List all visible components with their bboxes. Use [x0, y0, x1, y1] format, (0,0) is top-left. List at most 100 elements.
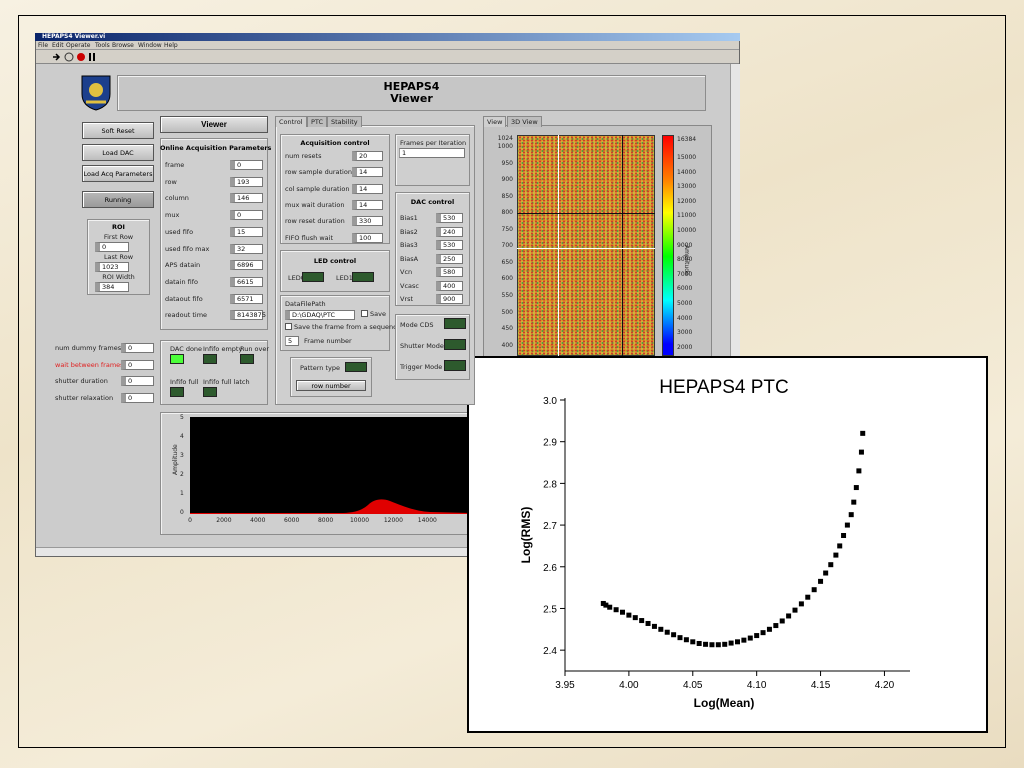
frame-number[interactable]: 5 — [285, 336, 299, 346]
dac-value[interactable]: 400 — [436, 280, 463, 291]
led-label: Infifo full — [170, 378, 199, 386]
mode-switch[interactable] — [444, 360, 466, 371]
image-y-tick: 600 — [501, 275, 513, 283]
viewer-select[interactable]: Viewer — [160, 116, 268, 133]
data-point — [798, 601, 804, 607]
image-y-tick: 950 — [501, 159, 513, 167]
waveform-x-tick: 10000 — [349, 517, 370, 524]
button[interactable]: Running — [82, 191, 154, 208]
data-point — [600, 600, 606, 606]
data-point — [823, 570, 829, 576]
colorbar-tick: 6000 — [677, 285, 693, 293]
roi-value[interactable]: 1023 — [95, 262, 129, 272]
dac-label: Bias2 — [400, 227, 418, 236]
timing-label: wait between frames — [55, 360, 124, 369]
waveform-y-tick: 5 — [180, 414, 184, 421]
led-label: Run over — [240, 345, 270, 353]
menu-item[interactable]: Edit — [52, 42, 64, 49]
file-path[interactable]: D:\GDAQ\PTC — [285, 310, 355, 320]
toolbar — [36, 50, 739, 64]
image-y-tick: 900 — [501, 176, 513, 184]
chart: HEPAPS4 PTC Log(Mean) Log(RMS) 2.4 2.5 2.6… — [519, 377, 910, 710]
mode-switch[interactable] — [444, 318, 466, 329]
menu-item[interactable]: Window — [138, 42, 162, 49]
led-label: Infifo full latch — [203, 378, 250, 386]
dac-value[interactable]: 250 — [436, 253, 463, 264]
acq-value[interactable]: 14 — [352, 167, 383, 178]
acq-value[interactable]: 100 — [352, 232, 383, 243]
button[interactable]: Load Acq Parameters — [82, 165, 154, 182]
tab[interactable]: PTC — [307, 116, 328, 127]
chart-title: HEPAPS4 PTC — [659, 377, 789, 398]
horizontal-scrollbar[interactable] — [36, 547, 730, 556]
colorbar-tick: 5000 — [677, 300, 693, 307]
acq-title: Acquisition control — [300, 139, 370, 147]
led — [302, 272, 324, 282]
menu-item[interactable]: Browse — [112, 42, 134, 49]
acq-value[interactable]: 14 — [352, 199, 383, 210]
menu-item[interactable]: Help — [164, 42, 178, 49]
x-tick-label: 4.15 — [811, 680, 831, 691]
color-bar — [662, 135, 674, 356]
acq-value[interactable]: 14 — [352, 183, 383, 194]
data-point — [603, 602, 609, 608]
menu-item[interactable]: File — [38, 42, 49, 49]
data-point — [754, 633, 760, 639]
tab[interactable]: 3D View — [507, 116, 542, 127]
timing-value[interactable]: 0 — [121, 343, 154, 353]
image-plot[interactable] — [517, 135, 655, 356]
vertical-scrollbar[interactable] — [730, 64, 740, 547]
data-point — [786, 613, 792, 619]
pattern-select[interactable]: row number — [296, 380, 366, 391]
timing-value[interactable]: 0 — [121, 393, 154, 404]
dac-value[interactable]: 530 — [436, 213, 463, 223]
led-label: LED1 — [336, 274, 353, 282]
dac-value[interactable]: 240 — [436, 226, 463, 237]
image-y-tick: 700 — [501, 242, 513, 250]
waveform-y-tick: 3 — [180, 452, 184, 459]
logo — [81, 75, 111, 111]
dac-value[interactable]: 530 — [436, 240, 463, 250]
timing-value[interactable]: 0 — [121, 359, 154, 370]
save-check[interactable] — [361, 310, 368, 317]
button[interactable]: Soft Reset — [82, 122, 154, 139]
waveform-x-tick: 4000 — [250, 517, 266, 524]
window-controls[interactable] — [707, 34, 737, 49]
roi-label: First Row — [103, 233, 134, 241]
toolbar-icons[interactable] — [50, 50, 130, 64]
roi-value[interactable]: 384 — [95, 282, 129, 292]
roi-value[interactable]: 0 — [95, 242, 129, 252]
data-point — [613, 607, 619, 613]
data-point — [818, 578, 824, 584]
mode-switch[interactable] — [444, 339, 466, 350]
param-label: column — [165, 194, 189, 203]
button[interactable]: Load DAC — [82, 144, 154, 161]
data-point — [841, 533, 847, 538]
image-y-tick: 750 — [501, 225, 513, 233]
acq-value[interactable]: 330 — [352, 216, 383, 227]
acq-label: FIFO flush wait — [285, 233, 334, 242]
menu-item[interactable]: Operate — [66, 42, 91, 49]
colorbar-tick: 15000 — [677, 154, 697, 161]
pattern-led — [345, 362, 367, 372]
image-y-tick: 800 — [501, 209, 513, 217]
data-point — [844, 522, 850, 528]
dac-value[interactable]: 900 — [436, 294, 463, 304]
tab[interactable]: Control — [275, 116, 307, 127]
tab[interactable]: View — [483, 116, 507, 127]
tab[interactable]: Stability — [327, 116, 362, 127]
param-label: used fifo max — [165, 244, 210, 253]
dac-label: Vrst — [400, 295, 414, 303]
dac-label: Vcasc — [400, 281, 419, 290]
menu-item[interactable]: Tools — [95, 42, 110, 49]
timing-value[interactable]: 0 — [121, 376, 154, 387]
data-point — [690, 639, 696, 645]
timing-label: shutter relaxation — [55, 394, 114, 403]
frames-value[interactable]: 1 — [399, 148, 465, 158]
dac-label: Bias1 — [400, 214, 418, 222]
dac-label: Bias3 — [400, 241, 418, 249]
dac-value[interactable]: 580 — [436, 267, 463, 277]
acq-value[interactable]: 20 — [352, 151, 383, 161]
data-point — [741, 637, 747, 643]
seq-check[interactable] — [285, 323, 292, 330]
